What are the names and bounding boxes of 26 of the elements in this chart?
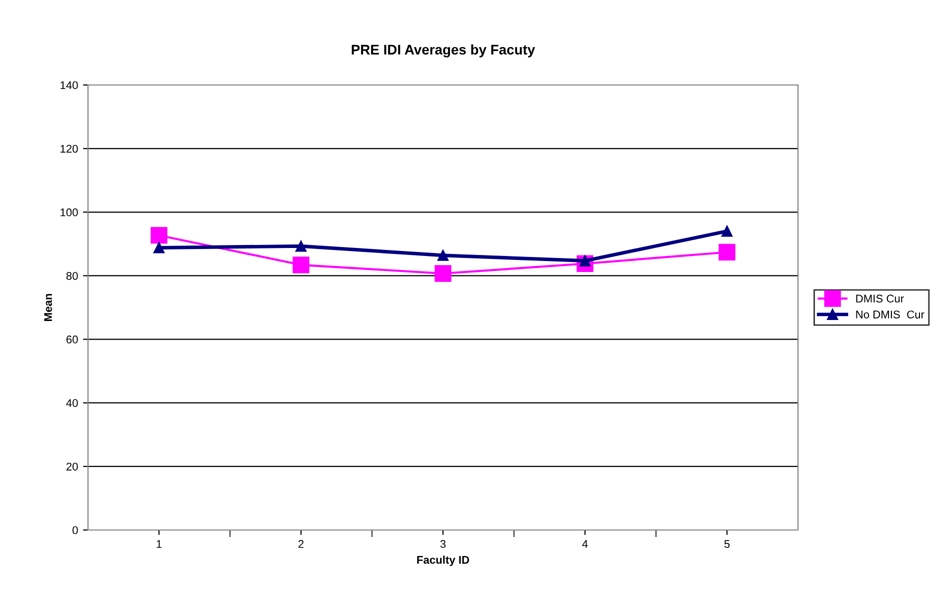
point <box>718 244 736 261</box>
y-axis-title: Mean <box>44 294 52 321</box>
y-tick-label: 120 <box>60 144 78 153</box>
chart-title: PRE IDI Averages by Facuty <box>352 44 536 58</box>
point <box>153 242 165 254</box>
point <box>721 226 733 237</box>
x-tick-label: 5 <box>724 540 730 548</box>
y-tick-label: 40 <box>66 399 78 407</box>
point <box>292 256 310 274</box>
y-tick-label: 140 <box>60 81 78 90</box>
x-tick-label: 4 <box>582 540 588 548</box>
legend-label: DMIS Cur <box>856 294 904 303</box>
x-tick-label: 2 <box>298 540 304 548</box>
x-tick-label: 1 <box>156 540 162 548</box>
y-tick-label: 0 <box>72 526 78 534</box>
y-tick-label: 80 <box>66 272 78 280</box>
legend-label: No DMIS Cur <box>856 310 924 318</box>
point <box>295 240 307 252</box>
y-tick-label: 20 <box>66 462 78 471</box>
x-tick-label: 3 <box>440 540 446 548</box>
point <box>434 265 452 282</box>
y-tick-label: 100 <box>60 208 78 216</box>
x-axis-title: Faculty ID <box>417 556 470 566</box>
y-tick-label: 60 <box>66 336 78 344</box>
point <box>437 250 449 261</box>
point <box>150 227 168 244</box>
